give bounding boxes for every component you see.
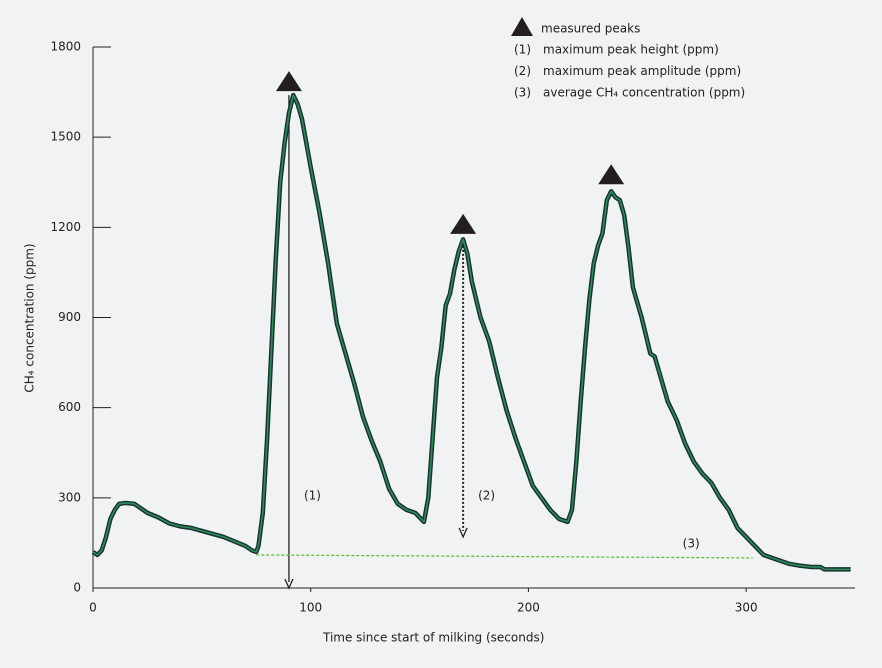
average-line bbox=[256, 554, 753, 559]
y-tick-label: 1500 bbox=[50, 130, 81, 144]
line-outline bbox=[91, 92, 851, 572]
y-tick-label: 0 bbox=[73, 581, 81, 595]
legend-label: maximum peak height (ppm) bbox=[543, 43, 719, 57]
x-tick-label: 0 bbox=[89, 601, 97, 615]
y-tick-label: 600 bbox=[58, 400, 81, 414]
arrow-head bbox=[284, 578, 294, 590]
annotation-label: (2) bbox=[478, 488, 495, 502]
y-tick-label: 1200 bbox=[50, 220, 81, 234]
legend-key: (3) bbox=[514, 86, 531, 100]
x-axis-label: Time since start of milking (seconds) bbox=[322, 631, 544, 645]
x-tick-label: 200 bbox=[517, 601, 540, 615]
y-tick-label: 900 bbox=[58, 310, 81, 324]
peak-marker bbox=[598, 164, 625, 185]
legend-key: (1) bbox=[514, 43, 531, 57]
legend-marker bbox=[511, 17, 533, 36]
line bbox=[92, 94, 851, 571]
annotation-label: (1) bbox=[304, 488, 321, 502]
legend-label: measured peaks bbox=[541, 22, 640, 36]
y-tick-label: 300 bbox=[58, 490, 81, 504]
peak-marker bbox=[275, 71, 302, 92]
legend-label: maximum peak amplitude (ppm) bbox=[543, 64, 741, 78]
legend-label: average CH₄ concentration (ppm) bbox=[543, 86, 745, 100]
peak-marker bbox=[450, 213, 477, 234]
annotation-label: (3) bbox=[683, 536, 700, 550]
arrow-head bbox=[458, 527, 468, 539]
x-tick-label: 100 bbox=[299, 601, 322, 615]
legend-key: (2) bbox=[514, 64, 531, 78]
y-tick-label: 1800 bbox=[50, 40, 81, 54]
x-tick-label: 300 bbox=[735, 601, 758, 615]
y-axis-label: CH₄ concentration (ppm) bbox=[23, 243, 37, 392]
